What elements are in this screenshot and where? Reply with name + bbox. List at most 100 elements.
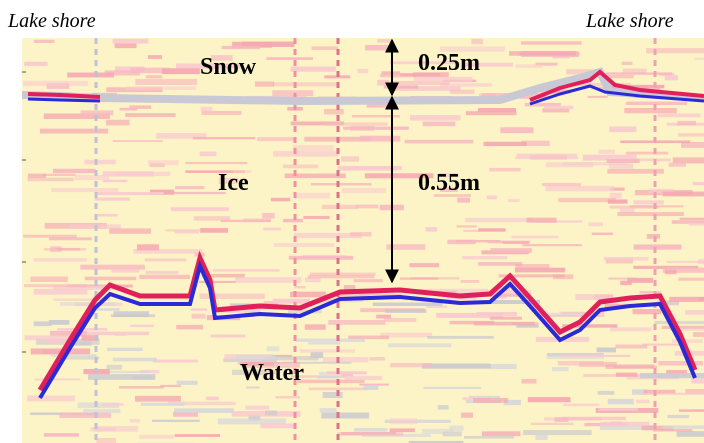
texture-streak (474, 322, 535, 326)
texture-streak (49, 237, 92, 240)
texture-streak (96, 438, 116, 443)
texture-streak (616, 373, 637, 377)
texture-streak (43, 174, 76, 176)
layer-label: Ice (218, 170, 249, 196)
texture-streak (508, 199, 520, 202)
texture-streak (25, 335, 73, 340)
texture-streak (546, 162, 593, 167)
texture-streak (243, 219, 271, 222)
texture-streak (320, 408, 337, 412)
texture-streak (113, 358, 157, 362)
texture-streak (80, 332, 149, 336)
texture-streak (542, 183, 581, 186)
texture-streak (153, 360, 198, 363)
texture-streak (293, 145, 334, 151)
texture-streak (119, 386, 164, 388)
snow-surface-blue (28, 99, 100, 101)
texture-streak (175, 434, 220, 437)
texture-streak (620, 281, 632, 286)
texture-streak (176, 325, 203, 330)
texture-streak (272, 90, 313, 96)
texture-streak (356, 205, 378, 209)
texture-streak (260, 424, 293, 429)
texture-streak (94, 308, 120, 310)
texture-streak (626, 102, 687, 105)
texture-streak (373, 303, 443, 306)
texture-streak (59, 412, 111, 417)
texture-streak (447, 240, 475, 244)
texture-streak (341, 156, 359, 161)
texture-streak (563, 404, 599, 406)
texture-streak (667, 415, 689, 418)
texture-streak (509, 51, 576, 56)
texture-streak (194, 216, 231, 220)
texture-streak (135, 79, 197, 85)
texture-streak (598, 150, 615, 154)
texture-streak (482, 431, 521, 436)
texture-streak (350, 232, 371, 236)
texture-streak (85, 277, 136, 281)
texture-streak (95, 192, 163, 195)
texture-streak (34, 378, 80, 380)
texture-streak (422, 363, 491, 368)
texture-streak (658, 361, 703, 365)
texture-streak (384, 85, 419, 88)
texture-streak (633, 309, 661, 314)
shore-label-right: Lake shore (585, 10, 674, 32)
texture-streak (199, 281, 236, 283)
texture-streak (98, 214, 118, 217)
texture-streak (321, 413, 369, 419)
texture-streak (597, 347, 616, 352)
texture-streak (377, 39, 392, 42)
texture-streak (461, 413, 473, 418)
texture-streak (607, 159, 640, 163)
texture-streak (127, 86, 197, 90)
texture-streak (502, 241, 529, 243)
texture-streak (626, 152, 668, 155)
texture-streak (201, 107, 213, 112)
texture-streak (342, 188, 386, 193)
texture-streak (213, 269, 280, 272)
texture-streak (323, 392, 343, 398)
texture-streak (409, 263, 439, 267)
texture-streak (426, 306, 447, 308)
texture-streak (544, 106, 573, 109)
texture-streak (246, 386, 260, 388)
texture-streak (693, 332, 704, 337)
texture-streak (218, 419, 286, 425)
texture-streak (309, 388, 368, 391)
texture-streak (303, 216, 329, 219)
texture-streak (245, 406, 269, 410)
texture-streak (141, 403, 184, 406)
texture-streak (294, 286, 305, 288)
texture-streak (561, 417, 626, 420)
texture-streak (109, 228, 151, 233)
texture-streak (515, 264, 549, 269)
texture-streak (200, 228, 228, 233)
texture-streak (34, 40, 55, 43)
texture-streak (450, 90, 474, 94)
texture-streak (376, 315, 391, 319)
texture-streak (84, 160, 116, 165)
texture-streak (49, 320, 69, 325)
texture-streak (598, 391, 615, 395)
texture-streak (44, 433, 79, 437)
texture-streak (620, 207, 634, 212)
texture-streak (276, 396, 300, 398)
texture-streak (531, 423, 573, 425)
texture-streak (490, 364, 517, 369)
texture-streak (206, 397, 219, 401)
texture-streak (95, 426, 138, 432)
texture-streak (289, 256, 353, 260)
texture-streak (191, 308, 207, 310)
texture-streak (262, 213, 274, 218)
texture-streak (689, 223, 704, 226)
texture-streak (390, 428, 415, 432)
texture-streak (305, 324, 326, 329)
texture-streak (655, 321, 704, 324)
texture-streak (669, 163, 686, 167)
texture-streak (317, 376, 339, 379)
texture-streak (175, 186, 204, 189)
texture-streak (322, 205, 358, 209)
texture-streak (354, 428, 387, 432)
